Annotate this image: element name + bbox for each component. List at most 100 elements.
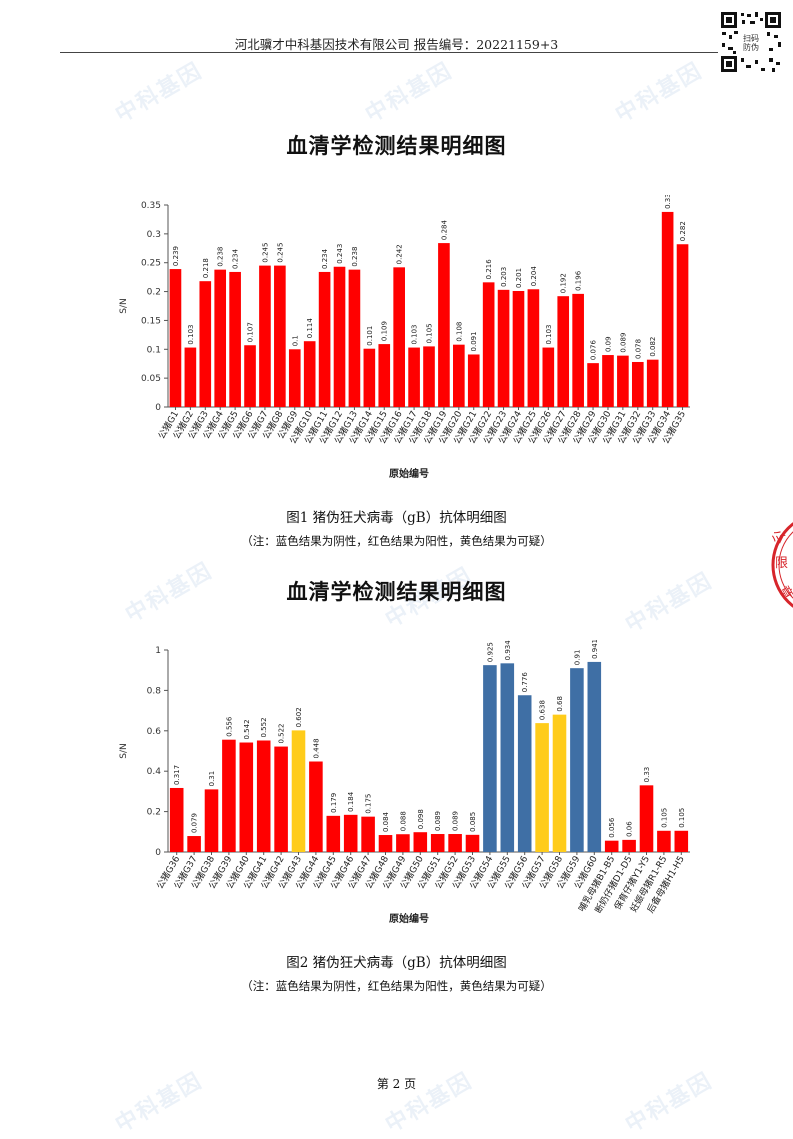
bar-value-label: 0.056 [608, 817, 616, 838]
bar [288, 349, 301, 407]
bar-value-label: 0.079 [191, 813, 199, 833]
bar-value-label: 0.245 [261, 243, 269, 263]
bar [483, 665, 497, 852]
bar [674, 830, 689, 852]
y-tick-label: 0.2 [147, 808, 161, 818]
bar [408, 347, 420, 407]
bar-value-label: 0.239 [172, 246, 180, 266]
bar-value-label: 0.934 [504, 640, 512, 660]
bar-value-label: 0.602 [295, 707, 303, 727]
bar-value-label: 0.09 [604, 336, 612, 352]
bar [259, 265, 271, 407]
bar-value-label: 0.556 [225, 716, 233, 737]
bar-value-label: 0.089 [452, 811, 460, 831]
bar-value-label: 0.175 [365, 794, 373, 814]
y-axis-label: S/N [119, 743, 129, 758]
bar [631, 361, 644, 407]
bar-value-label: 0.109 [381, 321, 389, 341]
bar-value-label: 0.085 [469, 812, 477, 832]
y-tick-label: 0.2 [147, 288, 161, 298]
y-tick-label: 0.4 [147, 767, 162, 777]
bar-value-label: 0.105 [660, 808, 668, 828]
bar [326, 815, 341, 852]
bar [512, 290, 525, 407]
bar [570, 668, 584, 852]
bar [535, 723, 549, 852]
bar [430, 834, 445, 852]
bar [184, 347, 197, 407]
watermark: 中科基因 [111, 58, 208, 128]
svg-text:公: 公 [769, 528, 788, 547]
y-tick-label: 0.6 [147, 727, 162, 737]
bar [500, 663, 515, 852]
bar [517, 695, 532, 852]
bar [222, 739, 236, 852]
bar [542, 347, 555, 407]
bar-value-label: 0.941 [591, 640, 599, 659]
bar-value-label: 0.105 [426, 323, 434, 343]
bar-value-label: 0.084 [382, 811, 390, 832]
bar [602, 355, 614, 407]
bar [396, 834, 410, 852]
chart-2: 00.20.40.60.81S/N0.317公猪G360.079公猪G370.3… [110, 640, 700, 940]
svg-text:限: 限 [775, 556, 788, 571]
bar [557, 296, 570, 407]
bar-value-label: 0.082 [649, 337, 657, 357]
y-axis-label: S/N [119, 298, 129, 313]
bar [239, 742, 254, 852]
watermark: 中科基因 [361, 58, 458, 128]
report-header-text: 河北骥才中科基因技术有限公司 报告编号：20221159+3 [234, 37, 559, 52]
bar-value-label: 0.203 [500, 267, 508, 287]
chart-2-caption: 图2 猪伪狂犬病毒（gB）抗体明细图 [286, 955, 507, 971]
bar-value-label: 0.448 [312, 738, 320, 758]
bar [204, 789, 219, 852]
bar-value-label: 0.925 [486, 642, 494, 662]
bar [363, 348, 376, 407]
y-tick-label: 1 [155, 646, 161, 656]
bar-value-label: 0.216 [485, 259, 493, 280]
bar-value-label: 0.204 [530, 266, 538, 287]
page-header: 河北骥才中科基因技术有限公司 报告编号：20221159+3 [0, 0, 793, 55]
bar [552, 714, 567, 852]
y-tick-label: 0.15 [141, 316, 161, 326]
bar [256, 740, 271, 852]
bar-value-label: 0.238 [351, 247, 359, 267]
bar [482, 282, 495, 407]
y-tick-label: 0.3 [147, 230, 161, 240]
bar-value-label: 0.542 [243, 719, 251, 739]
bar [453, 344, 465, 407]
y-tick-label: 0.35 [141, 201, 161, 211]
chart-2-note: （注：蓝色结果为阴性，红色结果为阳性，黄色结果为可疑） [241, 979, 552, 993]
bar-value-label: 0.076 [590, 340, 598, 361]
bar-value-label: 0.103 [411, 325, 419, 345]
qr-anti-fake-label: 扫码防伪 [743, 34, 759, 52]
bar-value-label: 0.078 [634, 339, 642, 359]
qr-code[interactable]: 扫码防伪 [719, 10, 783, 74]
bar-value-label: 0.522 [278, 724, 286, 744]
bar-value-label: 0.284 [440, 220, 448, 241]
bar [622, 839, 636, 852]
y-tick-label: 0 [155, 848, 161, 858]
chart-2-title: 血清学检测结果明细图 [286, 580, 507, 604]
bar-value-label: 0.91 [573, 650, 581, 666]
chart-1-caption: 图1 猪伪狂犬病毒（gB）抗体明细图 [286, 510, 507, 526]
bar-value-label: 0.201 [515, 268, 523, 288]
bar-value-label: 0.107 [247, 322, 255, 342]
svg-text:章: 章 [776, 583, 793, 602]
bar [333, 266, 346, 407]
bar [169, 787, 184, 852]
bar-value-label: 0.179 [330, 793, 338, 813]
bar [274, 265, 286, 407]
bar-value-label: 0.108 [455, 322, 463, 342]
bar-value-label: 0.089 [434, 811, 442, 831]
bar-value-label: 0.105 [678, 808, 686, 828]
bar-value-label: 0.06 [626, 821, 634, 837]
bar [361, 816, 375, 852]
bar [617, 355, 629, 407]
bar-value-label: 0.234 [321, 248, 329, 269]
bar [413, 832, 428, 852]
y-tick-label: 0 [155, 403, 161, 413]
bar-value-label: 0.088 [399, 811, 407, 831]
bar [244, 345, 256, 407]
bar-value-label: 0.33 [643, 767, 651, 783]
